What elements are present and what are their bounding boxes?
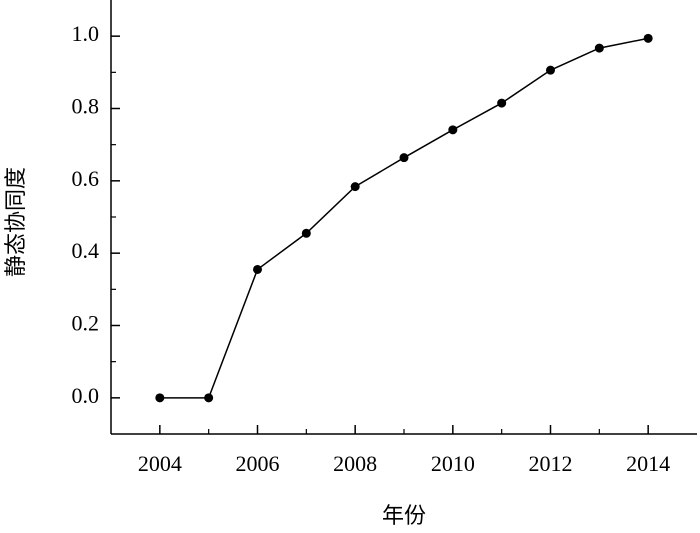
x-axis-label: 年份 [382, 503, 426, 528]
y-tick-label: 0.2 [72, 311, 100, 336]
x-tick-label: 2012 [529, 451, 573, 476]
x-tick-label: 2004 [138, 451, 182, 476]
marker [350, 182, 360, 192]
marker [301, 228, 311, 238]
line [159, 37, 649, 399]
marker [546, 65, 555, 75]
y-tick-label: 0.0 [72, 383, 100, 408]
y-tick-label: 0.8 [72, 94, 100, 119]
y-tick-label: 0.4 [72, 238, 100, 263]
marker [253, 264, 262, 274]
marker [594, 43, 604, 53]
marker [399, 153, 409, 163]
marker [155, 393, 165, 403]
x-tick-label: 2006 [236, 451, 280, 476]
x-tick-label: 2014 [626, 451, 670, 476]
y-tick-label: 0.6 [72, 166, 100, 191]
marker [448, 125, 458, 135]
y-axis-label: 静态协同度 [3, 167, 28, 277]
marker [204, 393, 214, 403]
y-tick-label: 1.0 [72, 21, 100, 46]
x-tick-label: 2008 [333, 451, 377, 476]
marker [497, 98, 507, 108]
x-tick-label: 2010 [431, 451, 475, 476]
marker [643, 33, 653, 43]
